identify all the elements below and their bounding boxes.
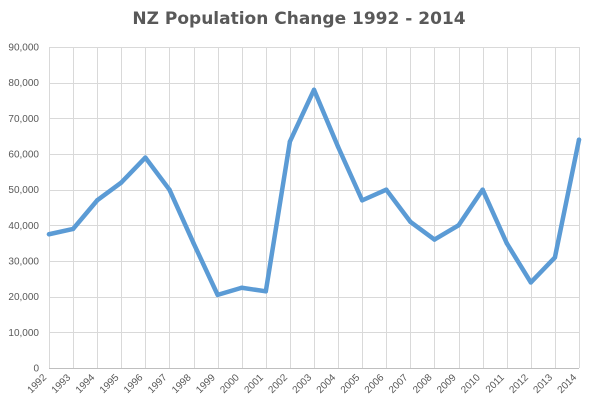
x-tick-label: 2001 xyxy=(242,372,266,396)
data-point xyxy=(456,223,461,228)
series-layer xyxy=(46,87,582,298)
y-tick-label: 50,000 xyxy=(8,185,39,196)
data-point xyxy=(215,292,220,298)
data-point xyxy=(143,155,148,160)
x-tick-label: 2007 xyxy=(387,372,411,396)
x-tick-label: 2006 xyxy=(363,372,387,396)
x-tick-label: 1995 xyxy=(98,372,122,396)
y-tick-label: 10,000 xyxy=(8,328,39,339)
x-tick-label: 2002 xyxy=(267,372,291,396)
data-point xyxy=(94,198,100,203)
x-tick-label: 2005 xyxy=(339,372,363,396)
x-tick-label: 2000 xyxy=(218,372,242,396)
data-point xyxy=(191,240,196,246)
y-axis-tick-labels: 0 10,000 20,000 30,000 40,000 50,000 60,000 70,… xyxy=(8,43,39,375)
y-tick-label: 70,000 xyxy=(8,114,39,125)
data-point xyxy=(335,144,341,150)
y-tick-label: 40,000 xyxy=(8,221,39,232)
y-tick-label: 30,000 xyxy=(8,257,39,268)
x-tick-label: 1997 xyxy=(146,372,170,396)
y-tick-label: 90,000 xyxy=(8,43,39,54)
x-tick-label: 2013 xyxy=(532,372,556,396)
data-point xyxy=(46,232,52,237)
x-tick-label: 2010 xyxy=(459,372,483,396)
grid-lines xyxy=(49,47,580,368)
data-point xyxy=(263,289,269,294)
data-point xyxy=(528,280,534,285)
x-tick-label: 1996 xyxy=(122,372,146,396)
data-point xyxy=(408,219,413,224)
x-tick-label: 2011 xyxy=(484,372,507,395)
data-point xyxy=(119,180,124,185)
data-point xyxy=(384,187,389,192)
x-tick-label: 2003 xyxy=(291,372,315,396)
data-point xyxy=(311,87,317,93)
x-tick-label: 1992 xyxy=(26,372,50,396)
x-tick-label: 1993 xyxy=(50,372,74,396)
data-point xyxy=(504,240,509,246)
data-point xyxy=(576,137,582,142)
data-point xyxy=(432,237,437,242)
data-point xyxy=(359,198,365,203)
x-tick-label: 2004 xyxy=(315,372,339,396)
x-tick-label: 2009 xyxy=(435,372,459,396)
x-tick-label: 2012 xyxy=(507,372,531,396)
x-tick-label: 2014 xyxy=(556,372,580,396)
y-tick-label: 20,000 xyxy=(8,292,39,303)
y-tick-label: 60,000 xyxy=(8,150,39,161)
x-tick-label: 1998 xyxy=(170,372,194,396)
chart-title: NZ Population Change 1992 - 2014 xyxy=(132,9,465,29)
data-point xyxy=(287,139,293,144)
y-tick-label: 0 xyxy=(33,364,39,375)
data-point xyxy=(70,226,76,232)
x-tick-label: 1994 xyxy=(74,372,98,396)
x-axis-tick-labels: 1992 1993 1994 1995 1996 1997 1998 1999 2000 2001… xyxy=(26,372,580,396)
x-tick-label: 1999 xyxy=(194,372,218,396)
data-point xyxy=(167,187,172,192)
x-tick-label: 2008 xyxy=(411,372,435,396)
data-point xyxy=(239,285,244,290)
data-point xyxy=(552,255,558,260)
data-point xyxy=(480,187,485,192)
y-tick-label: 80,000 xyxy=(8,78,39,89)
